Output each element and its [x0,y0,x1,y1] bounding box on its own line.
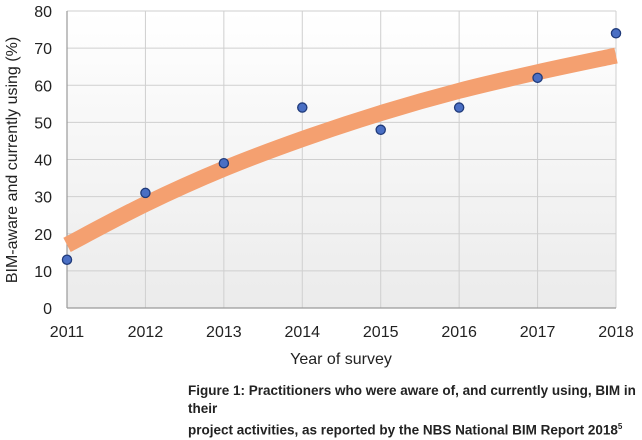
x-tick-label: 2014 [284,324,320,341]
x-tick-label: 2015 [363,324,399,341]
data-point [297,102,308,113]
x-tick-label: 2018 [598,324,634,341]
figure-caption: Figure 1: Practitioners who were aware o… [188,382,636,440]
data-point [140,187,151,199]
data-point [61,254,73,265]
y-tick-label: 10 [34,264,52,281]
y-tick-labels: 0 10 20 30 40 50 60 70 80 [34,4,52,318]
y-tick-label: 30 [34,190,52,207]
x-tick-label: 2017 [520,324,556,341]
y-axis-label: BIM-aware and currently using (%) [4,37,21,283]
y-tick-label: 50 [34,115,52,132]
y-tick-label: 20 [34,227,52,244]
x-axis-label: Year of survey [290,351,392,368]
data-point [610,28,622,39]
x-tick-label: 2012 [128,324,164,341]
y-tick-label: 0 [43,301,52,318]
trend-curve [63,47,618,252]
x-tick-labels: 2011 2012 2013 2014 2015 2016 2017 2018 [50,324,634,341]
y-tick-label: 70 [34,41,52,58]
x-tick-label: 2013 [206,324,242,341]
x-tick-label: 2016 [441,324,477,341]
caption-line-1: Figure 1: Practitioners who were aware o… [188,383,636,416]
x-tick-label: 2011 [50,324,85,341]
y-tick-label: 60 [34,78,52,95]
data-point [453,102,465,113]
caption-line-2: project activities, as reported by the N… [188,422,618,438]
data-point [375,124,386,136]
data-point [218,157,230,169]
data-point [532,72,543,84]
y-tick-label: 80 [34,4,52,21]
y-tick-label: 40 [34,153,52,170]
caption-footnote-marker: 5 [617,422,623,431]
data-points [61,28,622,265]
